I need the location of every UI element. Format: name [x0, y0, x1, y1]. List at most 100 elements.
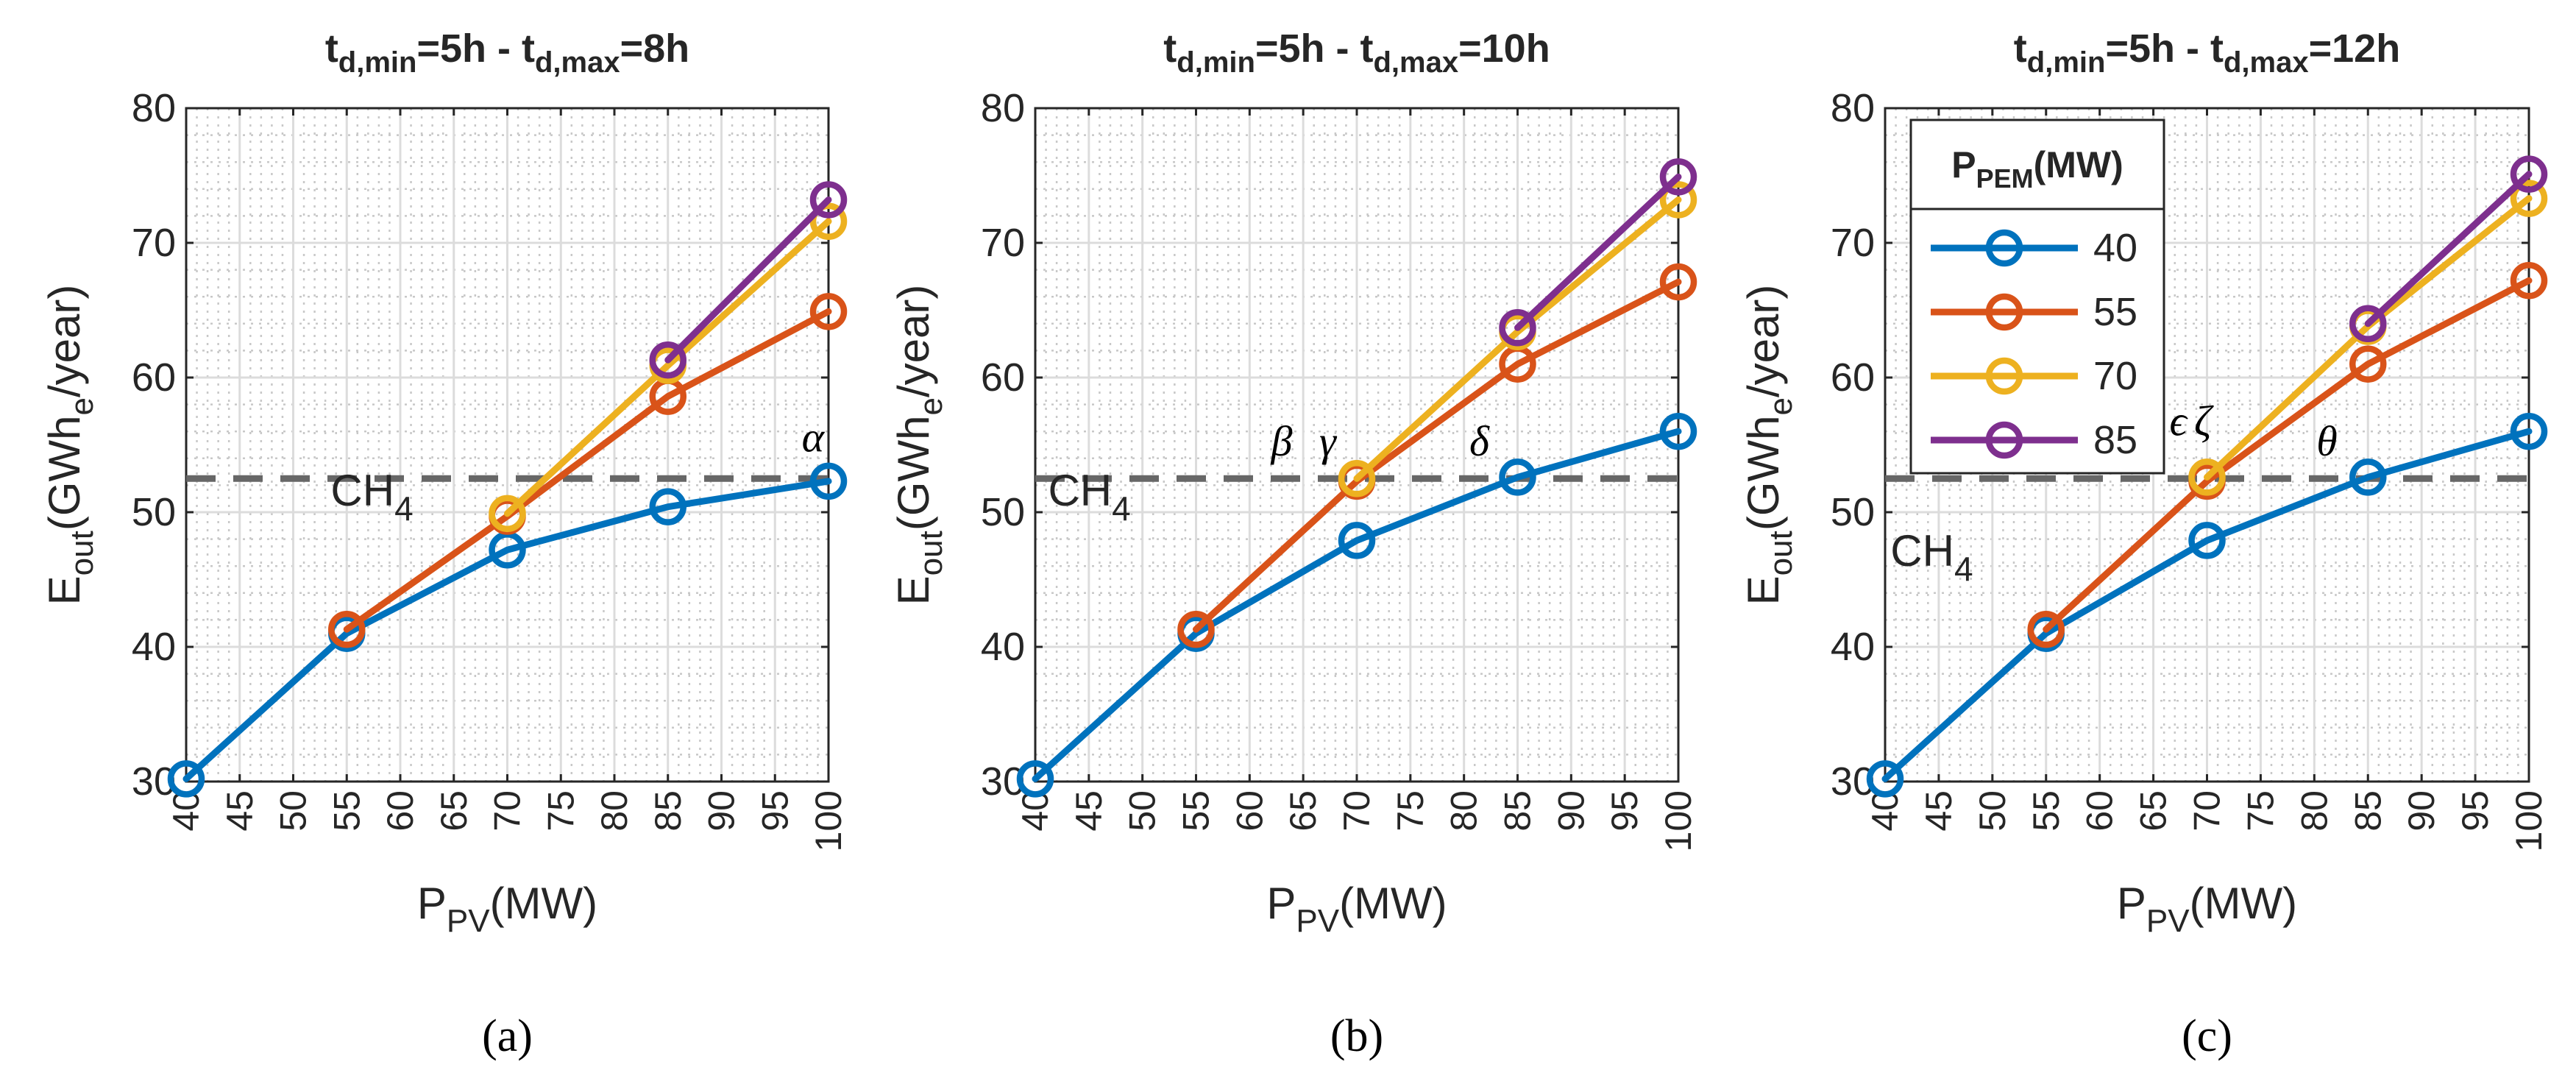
x-tick-label: 70	[487, 790, 528, 832]
text-span: =12h	[2309, 26, 2401, 71]
y-tick-label: 60	[1831, 355, 1875, 400]
series-line-55	[343, 308, 832, 633]
y-tick-label: 50	[1831, 490, 1875, 534]
data-point	[2510, 180, 2548, 217]
series-line-70	[504, 218, 832, 517]
text-span: d,max	[1373, 46, 1458, 79]
data-point	[489, 495, 526, 533]
x-tick-label: 55	[1176, 790, 1217, 832]
ch4-label: CH4	[330, 466, 413, 528]
annotation: θ	[2316, 417, 2338, 465]
legend-box	[1909, 118, 2165, 475]
series-line-85	[664, 196, 832, 364]
data-point	[2349, 345, 2387, 383]
text-span: e	[64, 397, 100, 415]
data-point	[809, 181, 848, 219]
y-axis-label: Eout(GWhe/year)	[40, 285, 100, 606]
text-span: out	[64, 531, 100, 575]
data-point	[1659, 158, 1697, 196]
axis-ticks	[185, 107, 830, 783]
text-span: 4	[394, 489, 414, 528]
text-span: d,max	[2224, 46, 2309, 79]
y-tick-label: 40	[132, 625, 176, 669]
x-tick-label: 60	[2079, 790, 2121, 832]
data-point	[2027, 610, 2065, 648]
x-tick-label: 80	[594, 790, 635, 832]
x-axis-label: PPV(MW)	[417, 879, 597, 939]
text-span: t	[325, 26, 338, 71]
text-span: CH	[1048, 466, 1112, 515]
text-span: PEM	[1976, 163, 2034, 194]
series-40	[1016, 412, 1697, 798]
ch4-label: CH4	[1048, 466, 1130, 528]
legend-entry-40: 40	[1931, 226, 2137, 270]
legend-label: 55	[2093, 290, 2137, 334]
text-span: P	[2117, 879, 2146, 928]
text-span: =8h	[620, 26, 690, 71]
x-tick-label: 90	[701, 790, 742, 832]
x-tick-label: 65	[433, 790, 475, 832]
text-span: d,max	[535, 46, 620, 79]
text-span: t	[1163, 26, 1177, 71]
data-point	[649, 341, 686, 379]
y-tick-label: 80	[981, 86, 1025, 130]
chart-panel-2: 40 45 50 55 60 65 70 75 80 85 90 95 100304050607080t…	[889, 26, 1699, 1061]
data-point	[1499, 458, 1536, 496]
panel-label: (c)	[2182, 1011, 2232, 1061]
panel-label: (b)	[1330, 1011, 1383, 1061]
y-tick-label: 60	[132, 355, 176, 400]
annotation: ζ	[2194, 397, 2214, 445]
series-line-55	[2043, 277, 2533, 633]
data-point	[1659, 181, 1697, 219]
text-span: =5h - t	[1255, 26, 1374, 71]
legend: PPEM(MW) 40 55 70 85	[1909, 118, 2165, 475]
data-point	[2188, 458, 2226, 496]
legend-entry-55: 55	[1931, 290, 2137, 334]
text-span: PV	[447, 903, 490, 939]
text-span: E	[1739, 575, 1788, 605]
x-tick-label: 100	[1658, 790, 1699, 851]
x-tick-label: 60	[1229, 790, 1270, 832]
y-axis-label: Eout(GWhe/year)	[889, 285, 949, 606]
x-tick-label: 90	[2401, 790, 2442, 832]
data-point	[649, 488, 686, 525]
data-point	[809, 202, 848, 240]
data-point	[1659, 263, 1697, 301]
panel-label: (a)	[482, 1011, 533, 1061]
ch4-label: CH4	[1890, 526, 1973, 588]
data-point	[2510, 155, 2548, 193]
x-tick-label: 85	[2347, 790, 2388, 832]
data-point	[809, 293, 848, 330]
data-point	[328, 610, 366, 648]
text-span: (GWh	[889, 416, 938, 531]
data-point	[2349, 458, 2387, 496]
text-span: out	[1763, 531, 1799, 575]
chart-title: td,min=5h - td,max=12h	[2014, 26, 2400, 79]
x-tick-label: 75	[540, 790, 581, 832]
x-tick-label: 80	[1444, 790, 1485, 832]
y-tick-label: 70	[981, 221, 1025, 265]
legend-label: 40	[2093, 226, 2137, 270]
text-span: (MW)	[2190, 879, 2298, 928]
series-line-70	[1353, 196, 1682, 482]
chart-title: td,min=5h - td,max=8h	[325, 26, 689, 79]
x-axis-label: PPV(MW)	[1266, 879, 1447, 939]
chart-panel-3: 40 45 50 55 60 65 70 75 80 85 90 95 100304050607080t…	[1739, 26, 2550, 1061]
text-span: PV	[1296, 903, 1339, 939]
data-point	[1338, 522, 1376, 559]
x-tick-label: 45	[1068, 790, 1110, 832]
series-line-85	[1514, 173, 1682, 331]
data-point	[2188, 522, 2226, 559]
data-point	[167, 760, 205, 798]
x-tick-label: 65	[1282, 790, 1324, 832]
x-tick-label: 100	[808, 790, 849, 851]
x-tick-label: 45	[1918, 790, 1959, 832]
x-tick-label: 55	[2026, 790, 2067, 832]
x-tick-label: 100	[2508, 790, 2550, 851]
text-span: =5h - t	[416, 26, 535, 71]
x-tick-label: 90	[1550, 790, 1592, 832]
legend-entry-85: 85	[1931, 418, 2137, 462]
text-span: =5h - t	[2105, 26, 2224, 71]
text-span: d,min	[1177, 46, 1255, 79]
